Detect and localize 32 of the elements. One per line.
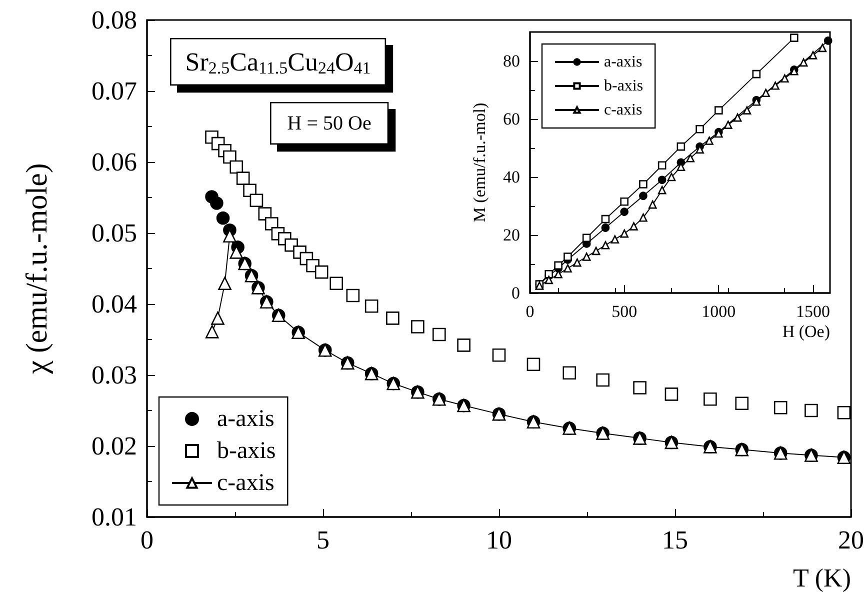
y-tick-label: 0.01 (92, 502, 137, 532)
x-tick-label: 20 (838, 526, 864, 554)
y-tick-label: 40 (503, 168, 520, 186)
y-tick-label: 0.03 (92, 360, 137, 390)
y-tick-label: 20 (503, 226, 520, 244)
y-tick-label: 0.08 (92, 6, 137, 34)
y-tick-label: 0 (512, 284, 520, 302)
y-axis-title: χ (emu/f.u.-mole) (20, 163, 54, 375)
x-tick-label: 1500 (796, 302, 830, 321)
y-tick-label: 80 (503, 52, 520, 70)
y-tick-label: 0.05 (92, 218, 137, 248)
legend-label: b-axis (217, 438, 276, 464)
x-axis-title: H (Oe) (782, 322, 830, 341)
x-tick-label: 5 (316, 526, 330, 554)
legend-label: c-axis (217, 470, 274, 496)
legend-label: c-axis (604, 102, 642, 118)
x-axis-title: T (K) (792, 564, 851, 592)
x-tick-label: 10 (486, 526, 512, 554)
x-tick-label: 500 (612, 302, 638, 321)
annotation: H = 50 Oe (287, 112, 372, 134)
x-tick-label: 0 (526, 302, 534, 321)
y-axis-title: M (emu/f.u.-mol) (470, 102, 489, 222)
x-tick-label: 1000 (702, 302, 736, 321)
y-tick-label: 0.06 (92, 148, 137, 176)
y-tick-label: 0.04 (92, 290, 137, 318)
y-tick-label: 0.07 (92, 76, 137, 106)
y-tick-label: 0.02 (92, 432, 137, 460)
legend-label: b-axis (604, 78, 644, 94)
x-tick-label: 15 (662, 526, 688, 554)
legend-label: a-axis (217, 406, 274, 432)
y-tick-label: 60 (503, 110, 520, 128)
legend-label: a-axis (604, 54, 642, 70)
